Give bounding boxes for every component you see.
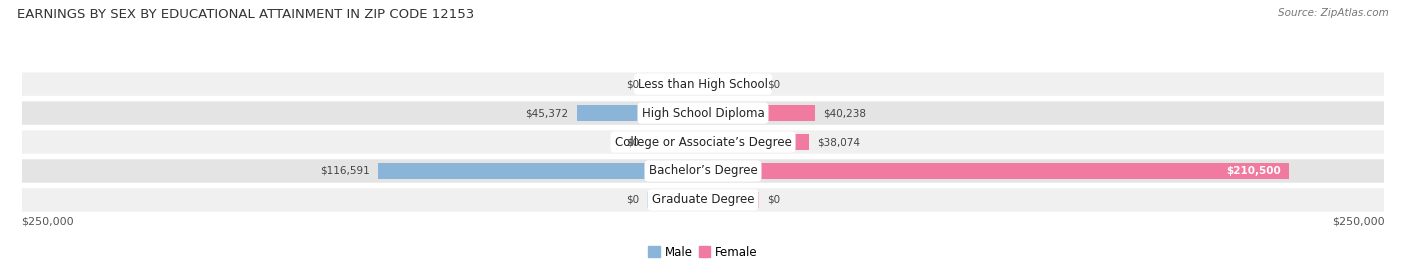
Text: $0: $0 (768, 79, 780, 89)
Text: $0: $0 (626, 137, 638, 147)
Bar (647, 76, 703, 92)
Text: $38,074: $38,074 (817, 137, 860, 147)
FancyBboxPatch shape (21, 71, 1385, 97)
Text: High School Diploma: High School Diploma (641, 107, 765, 120)
Bar (703, 105, 815, 121)
Legend: Male, Female: Male, Female (644, 241, 762, 263)
Bar (647, 192, 703, 208)
FancyBboxPatch shape (21, 129, 1385, 155)
Text: College or Associate’s Degree: College or Associate’s Degree (614, 136, 792, 148)
Text: EARNINGS BY SEX BY EDUCATIONAL ATTAINMENT IN ZIP CODE 12153: EARNINGS BY SEX BY EDUCATIONAL ATTAINMEN… (17, 8, 474, 21)
FancyBboxPatch shape (21, 100, 1385, 126)
Text: $0: $0 (768, 195, 780, 205)
Text: Less than High School: Less than High School (638, 78, 768, 91)
FancyBboxPatch shape (21, 187, 1385, 213)
Bar (703, 134, 808, 150)
Text: $250,000: $250,000 (1333, 217, 1385, 227)
Bar (576, 105, 703, 121)
Bar (703, 76, 759, 92)
Text: $45,372: $45,372 (526, 108, 568, 118)
Text: $250,000: $250,000 (21, 217, 73, 227)
FancyBboxPatch shape (21, 158, 1385, 184)
Text: $0: $0 (626, 79, 638, 89)
Text: $0: $0 (626, 195, 638, 205)
Bar (647, 134, 703, 150)
Text: $210,500: $210,500 (1226, 166, 1281, 176)
Bar (378, 163, 703, 179)
Text: Bachelor’s Degree: Bachelor’s Degree (648, 165, 758, 177)
Text: $116,591: $116,591 (321, 166, 370, 176)
Bar (703, 163, 1289, 179)
Text: Graduate Degree: Graduate Degree (652, 193, 754, 206)
Text: $40,238: $40,238 (824, 108, 866, 118)
Bar (703, 192, 759, 208)
Text: Source: ZipAtlas.com: Source: ZipAtlas.com (1278, 8, 1389, 18)
